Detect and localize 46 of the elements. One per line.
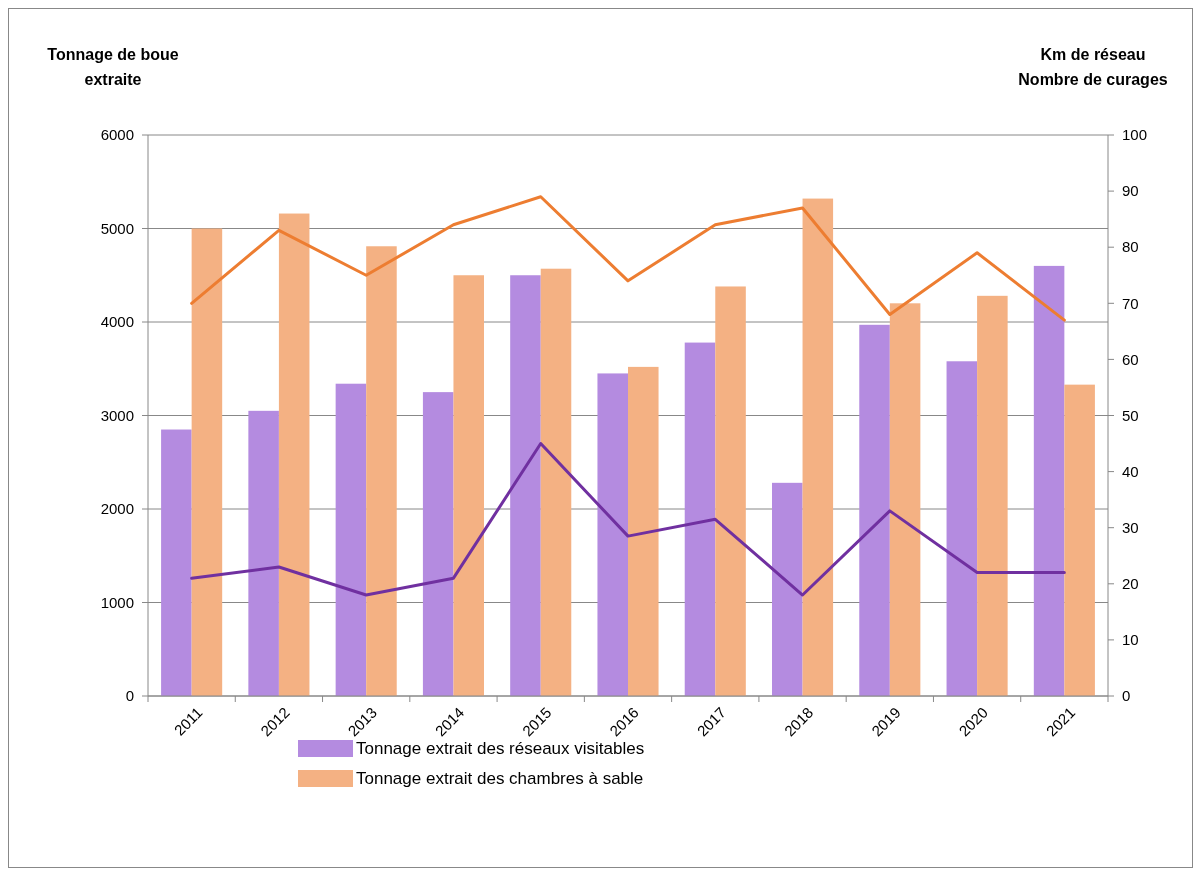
line-series: [190, 195, 1066, 322]
y2-tick-label: 0: [1122, 687, 1131, 705]
bar: [510, 275, 541, 696]
bar: [802, 198, 834, 696]
bar: [1033, 265, 1065, 696]
bar: [453, 275, 484, 696]
bar: [335, 383, 367, 696]
y2-tick-label: 80: [1122, 238, 1139, 256]
bar: [597, 373, 628, 696]
y2-tick-label: 50: [1122, 406, 1139, 424]
y2-tick-label: 30: [1122, 518, 1139, 536]
bar: [889, 303, 921, 696]
legend-label: Tonnage extrait des chambres à sable: [356, 768, 644, 788]
bar: [715, 286, 746, 696]
bar: [366, 246, 397, 696]
bar: [540, 268, 572, 696]
y2-axis-title: Km de réseau Nombre de curages: [1018, 46, 1168, 88]
bar: [191, 228, 223, 696]
y2-tick-label: 90: [1122, 182, 1139, 200]
bar: [772, 482, 803, 696]
y2-tick-label: 10: [1122, 631, 1139, 649]
y-tick-label: 2000: [100, 500, 134, 518]
line-series: [190, 442, 1066, 597]
y-tick-label: 3000: [100, 406, 134, 424]
bar: [628, 366, 659, 696]
y2-tick-label: 100: [1122, 126, 1148, 144]
legend-label: Tonnage extrait des réseaux visitables: [356, 738, 645, 758]
bar: [977, 295, 1008, 696]
y-tick-label: 0: [125, 687, 134, 705]
bar: [1064, 384, 1095, 696]
y-axis-title: Tonnage de boue extraite: [47, 46, 179, 88]
bar: [248, 410, 279, 696]
y-tick-label: 1000: [100, 593, 134, 611]
bar: [946, 361, 978, 696]
y2-tick-label: 70: [1122, 294, 1139, 312]
y-tick-label: 6000: [100, 126, 134, 144]
y2-tick-label: 60: [1122, 350, 1139, 368]
y-tick-label: 4000: [100, 313, 134, 331]
bar: [422, 392, 454, 696]
bar: [684, 342, 716, 696]
bar: [161, 429, 192, 696]
bar: [859, 324, 890, 696]
bar: [278, 213, 310, 696]
y-tick-label: 5000: [100, 219, 134, 237]
y2-tick-label: 20: [1122, 575, 1139, 593]
y2-tick-label: 40: [1122, 462, 1139, 480]
